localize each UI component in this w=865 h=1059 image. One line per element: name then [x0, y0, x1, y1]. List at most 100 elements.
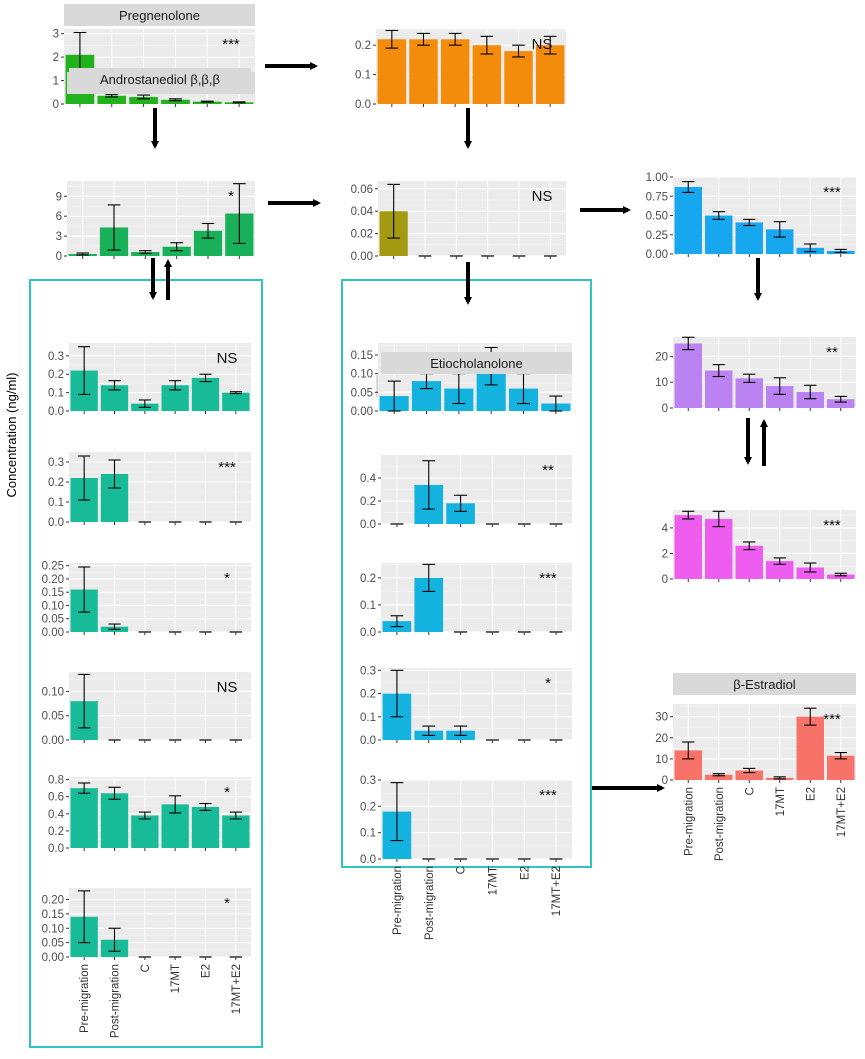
plot-background: [673, 510, 856, 579]
error-bar: [78, 782, 91, 794]
significance-label: NS: [532, 36, 553, 53]
x-category-label: C: [456, 866, 468, 874]
y-tick-label: 2: [53, 52, 59, 64]
y-tick-label: 20: [655, 733, 668, 745]
x-category-label: E2: [201, 964, 213, 978]
bar-C: [131, 252, 160, 256]
bar-Pre-migration: [70, 788, 98, 848]
y-tick-label: 0.05: [42, 711, 64, 723]
error-bar: [422, 460, 436, 510]
error-bar: [108, 623, 121, 630]
y-axis-label: Concentration (ng/ml): [4, 373, 19, 498]
error-bar: [480, 35, 494, 55]
x-category-label: 17MT+E2: [231, 964, 243, 1014]
bar-17MT: [472, 45, 502, 104]
error-bar: [682, 741, 695, 760]
error-bar: [834, 752, 847, 760]
plot-background: [381, 668, 572, 740]
y-tick-label: 0.0: [360, 735, 376, 747]
bar-17MT+E2: [535, 45, 565, 104]
error-bar: [682, 181, 695, 193]
androstanediol-group-box: [29, 279, 263, 1048]
significance-label: *: [224, 784, 230, 801]
error-bar: [78, 890, 91, 944]
y-tick-label: 0.2: [355, 40, 371, 52]
error-bar: [804, 707, 817, 726]
panel-strip: [64, 4, 255, 26]
error-bar: [169, 380, 182, 391]
y-tick-label: 0.10: [42, 923, 64, 935]
y-tick-label: 0.00: [42, 627, 64, 639]
panel-androstanediol_abb: Androstanediol α,β,β0.00.10.20.3***: [48, 68, 251, 529]
panel-strip: [673, 673, 856, 695]
plot-background: [69, 672, 251, 740]
error-bar: [232, 101, 246, 104]
y-tick-label: 0.06: [351, 184, 373, 196]
y-tick-label: 0.3: [360, 665, 376, 677]
error-bar: [390, 615, 404, 628]
bar-17MT+E2: [827, 755, 855, 780]
error-bar: [390, 782, 404, 842]
bar-Post-migration: [100, 793, 129, 848]
y-tick-label: 0.1: [360, 600, 376, 612]
significance-label: ***: [823, 711, 841, 728]
y-tick-label: 30: [655, 712, 668, 724]
error-bar: [448, 32, 462, 46]
x-category-label: E2: [519, 866, 531, 880]
error-bar: [543, 35, 557, 55]
y-tick-label: 3: [53, 29, 59, 41]
y-tick-label: 0.1: [48, 388, 64, 400]
error-bar: [169, 98, 182, 102]
y-tick-label: 0.50: [646, 211, 668, 223]
plot-background: [69, 452, 251, 522]
significance-label: ***: [222, 36, 240, 53]
y-tick-label: 0: [56, 251, 62, 263]
y-tick-label: 0: [662, 574, 668, 586]
bar-17MT+E2: [827, 574, 855, 579]
y-tick-label: 0.6: [48, 792, 64, 804]
significance-label: *: [224, 570, 230, 587]
panel-title: Pregnenolone: [119, 8, 200, 23]
bar-C: [735, 770, 763, 780]
significance-label: *: [228, 188, 234, 205]
error-bar: [138, 399, 151, 408]
significance-label: *: [224, 895, 230, 912]
plot-background: [69, 343, 251, 411]
bar-C: [735, 378, 763, 408]
x-category-label: Pre-migration: [683, 787, 695, 856]
y-tick-label: 0: [662, 775, 668, 787]
y-tick-label: 0.10: [42, 686, 64, 698]
bar-17MT+E2: [222, 815, 250, 848]
y-tick-label: 0.4: [360, 473, 377, 485]
panel-strip: [69, 68, 251, 90]
bar-Pre-migration: [377, 39, 407, 105]
panel-estradiol: β-Estradiol 0 10 20 30 ***: [655, 673, 856, 787]
y-tick-label: 0.0: [48, 517, 64, 529]
significance-label: ***: [823, 184, 841, 201]
x-category-label: Pre-migration: [392, 866, 404, 935]
y-tick-label: 0.20: [42, 574, 64, 586]
x-category-label: Pre-migration: [79, 964, 91, 1033]
y-tick-label: 0.4: [48, 809, 65, 821]
y-tick-label: 0.0: [360, 854, 376, 866]
error-bar: [773, 377, 786, 395]
y-tick-label: 0.25: [646, 230, 668, 242]
error-bar: [682, 336, 695, 351]
error-bar: [78, 455, 91, 501]
x-category-label: Post-migration: [424, 866, 436, 940]
significance-label: ***: [539, 570, 557, 587]
error-bar: [682, 510, 695, 520]
error-bar: [385, 29, 399, 49]
y-tick-label: 0.15: [42, 587, 64, 599]
y-tick-label: 0.05: [42, 614, 64, 626]
bar-C: [735, 222, 763, 254]
y-tick-label: 0.1: [355, 70, 371, 82]
plot-background: [69, 777, 251, 848]
bar-E2: [192, 101, 222, 104]
error-bar: [834, 248, 847, 254]
bar-C: [440, 39, 470, 105]
error-bar: [512, 44, 525, 58]
error-bar: [712, 773, 725, 777]
error-bar: [422, 725, 436, 736]
